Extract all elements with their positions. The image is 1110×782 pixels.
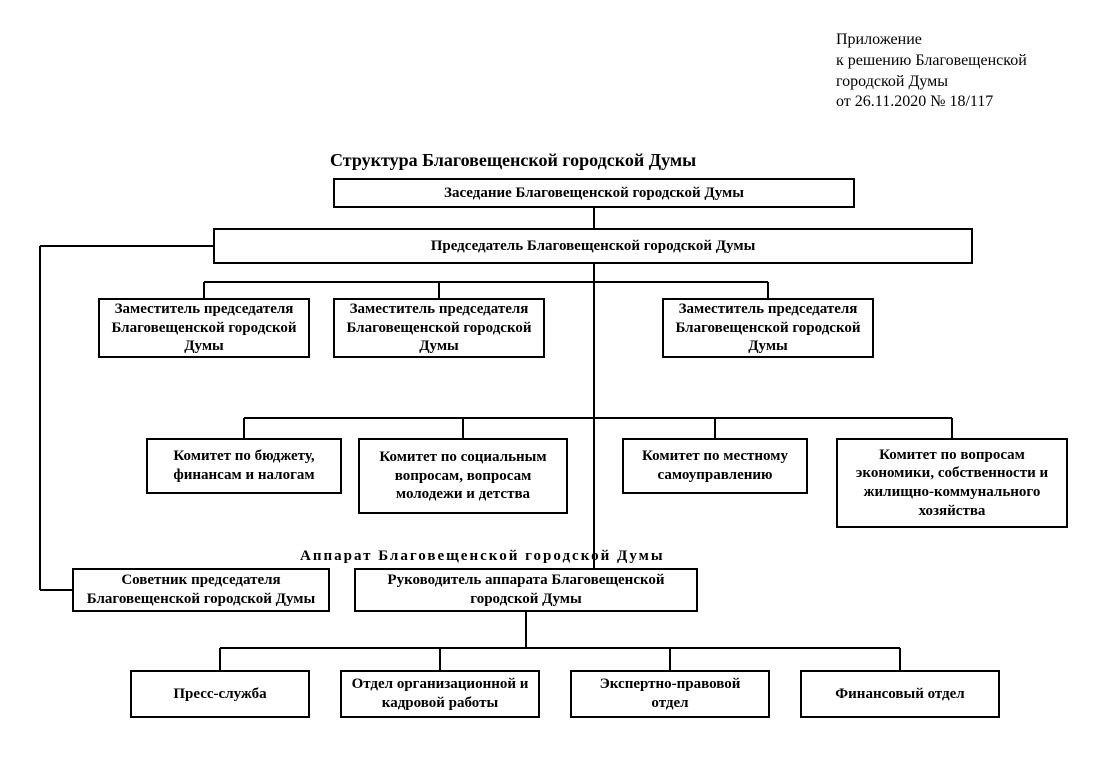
node-dept-finance: Финансовый отдел <box>800 670 1000 718</box>
annotation-line2: к решению Благовещенской <box>836 51 1096 72</box>
node-committee-social: Комитет по социальным вопросам, вопросам… <box>358 438 568 514</box>
node-head-apparatus: Руководитель аппарата Благовещенской гор… <box>354 568 698 612</box>
node-deputy-3: Заместитель председателя Благовещенской … <box>662 298 874 358</box>
node-dept-org: Отдел организационной и кадровой работы <box>340 670 540 718</box>
apparatus-subtitle: Аппарат Благовещенской городской Думы <box>300 548 665 565</box>
node-chairman-label: Председатель Благовещенской городской Ду… <box>431 237 756 256</box>
node-committee-selfgov-label: Комитет по местному самоуправлению <box>632 447 798 485</box>
node-committee-budget: Комитет по бюджету, финансам и налогам <box>146 438 342 494</box>
node-committee-selfgov: Комитет по местному самоуправлению <box>622 438 808 494</box>
node-dept-press: Пресс-служба <box>130 670 310 718</box>
node-session-label: Заседание Благовещенской городской Думы <box>444 184 744 203</box>
node-head-apparatus-label: Руководитель аппарата Благовещенской гор… <box>364 571 688 609</box>
node-committee-social-label: Комитет по социальным вопросам, вопросам… <box>368 448 558 504</box>
node-deputy-1-label: Заместитель председателя Благовещенской … <box>108 300 300 356</box>
node-deputy-2: Заместитель председателя Благовещенской … <box>333 298 545 358</box>
node-chairman: Председатель Благовещенской городской Ду… <box>213 228 973 264</box>
node-committee-economy-label: Комитет по вопросам экономики, собственн… <box>846 446 1058 521</box>
annotation-block: Приложение к решению Благовещенской горо… <box>836 30 1096 113</box>
node-advisor-label: Советник председателя Благовещенской гор… <box>82 571 320 609</box>
node-dept-org-label: Отдел организационной и кадровой работы <box>350 675 530 713</box>
node-deputy-3-label: Заместитель председателя Благовещенской … <box>672 300 864 356</box>
annotation-line3: городской Думы <box>836 72 1096 93</box>
diagram-title: Структура Благовещенской городской Думы <box>330 150 696 171</box>
annotation-line1: Приложение <box>836 30 1096 51</box>
node-deputy-1: Заместитель председателя Благовещенской … <box>98 298 310 358</box>
node-dept-press-label: Пресс-служба <box>173 685 266 704</box>
node-dept-finance-label: Финансовый отдел <box>835 685 964 704</box>
connectors-svg <box>0 0 1110 782</box>
node-advisor: Советник председателя Благовещенской гор… <box>72 568 330 612</box>
node-dept-legal: Экспертно-правовой отдел <box>570 670 770 718</box>
node-session: Заседание Благовещенской городской Думы <box>333 178 855 208</box>
node-dept-legal-label: Экспертно-правовой отдел <box>580 675 760 713</box>
node-committee-economy: Комитет по вопросам экономики, собственн… <box>836 438 1068 528</box>
annotation-line4: от 26.11.2020 № 18/117 <box>836 92 1096 113</box>
node-deputy-2-label: Заместитель председателя Благовещенской … <box>343 300 535 356</box>
node-committee-budget-label: Комитет по бюджету, финансам и налогам <box>156 447 332 485</box>
